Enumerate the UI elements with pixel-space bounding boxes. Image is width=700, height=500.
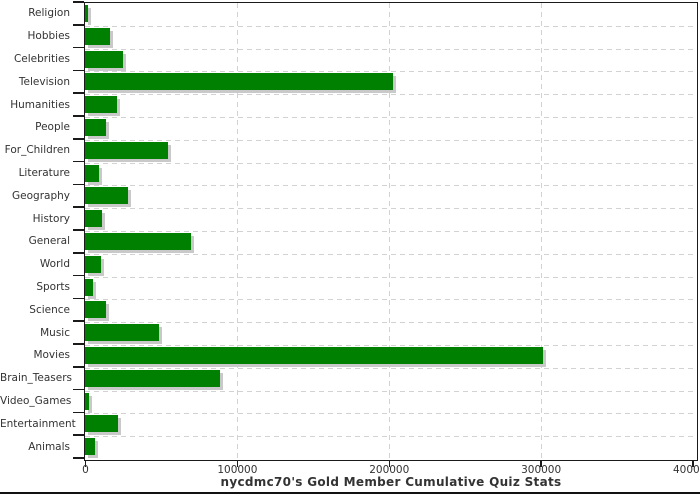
- y-axis-label: Television: [18, 75, 70, 88]
- bar-sports: [85, 278, 94, 296]
- y-axis-tick: [73, 457, 84, 459]
- x-axis-tick-label: 0: [82, 464, 89, 476]
- y-axis-tick: [73, 138, 84, 140]
- y-axis-tick: [73, 92, 84, 94]
- y-axis-tick: [73, 69, 84, 72]
- y-axis-tick: [73, 434, 84, 436]
- y-axis-label: Humanities: [10, 98, 70, 111]
- y-axis-tick: [73, 252, 84, 254]
- y-axis-label: Animals: [28, 440, 70, 453]
- bar-animals: [85, 438, 96, 456]
- bar-celebrities: [85, 50, 123, 68]
- x-axis-tick: [236, 461, 239, 467]
- y-axis-label: History: [32, 212, 70, 225]
- horizontal-gridline: [85, 367, 697, 369]
- bar-video_games: [85, 392, 89, 410]
- horizontal-gridline: [85, 436, 697, 438]
- y-axis-tick: [73, 206, 84, 208]
- y-axis-tick: [73, 24, 84, 26]
- y-axis-tick: [73, 411, 84, 414]
- plot-area: [84, 2, 698, 461]
- y-axis-label: Brain_Teasers: [0, 372, 73, 385]
- y-axis-label: Religion: [28, 7, 70, 20]
- y-axis-label: World: [39, 258, 70, 271]
- bar-geography: [85, 187, 128, 205]
- y-axis-label: For_Children: [4, 144, 70, 157]
- horizontal-gridline: [85, 162, 697, 164]
- bar-music: [85, 324, 159, 342]
- bar-science: [85, 301, 106, 319]
- y-axis-label: Movies: [33, 349, 70, 362]
- horizontal-gridline: [85, 253, 697, 255]
- y-axis-tick: [73, 320, 84, 322]
- horizontal-gridline: [85, 185, 697, 187]
- bar-literature: [85, 164, 99, 182]
- bottom-divider: [0, 492, 700, 494]
- horizontal-gridline: [85, 48, 697, 50]
- y-axis-label: Literature: [18, 167, 70, 179]
- bar-television: [85, 73, 393, 91]
- bar-for_children: [85, 141, 168, 159]
- x-axis-tick: [84, 461, 87, 467]
- bar-brain_teasers: [85, 369, 221, 387]
- bar-movies: [85, 346, 543, 364]
- x-axis-tick: [692, 461, 694, 467]
- bar-humanities: [85, 96, 117, 114]
- horizontal-gridline: [85, 25, 697, 27]
- horizontal-gridline: [85, 71, 697, 73]
- y-axis-label: Science: [29, 303, 70, 316]
- horizontal-gridline: [85, 139, 697, 141]
- horizontal-gridline: [85, 117, 697, 118]
- y-axis-label: General: [28, 235, 70, 248]
- x-axis-tick-label: 400000: [672, 464, 700, 476]
- y-axis-tick: [73, 46, 84, 49]
- horizontal-gridline: [85, 345, 697, 346]
- y-axis-label: Geography: [12, 189, 70, 202]
- horizontal-gridline: [85, 94, 697, 96]
- y-axis-label: Music: [40, 326, 70, 339]
- chart-title: nycdmc70's Gold Member Cumulative Quiz S…: [220, 475, 562, 489]
- bar-world: [85, 255, 102, 273]
- y-axis-tick: [73, 229, 84, 231]
- y-axis-label: Celebrities: [13, 53, 70, 65]
- bar-history: [85, 210, 102, 228]
- y-axis-tick: [73, 160, 84, 163]
- horizontal-gridline: [85, 276, 697, 278]
- y-axis-tick: [73, 1, 84, 3]
- x-axis-tick: [540, 461, 542, 467]
- y-axis-tick: [73, 115, 84, 117]
- horizontal-gridline: [85, 208, 697, 210]
- y-axis-tick: [73, 274, 84, 277]
- x-axis-tick-label: 200000: [369, 464, 410, 476]
- y-axis-label: People: [35, 121, 70, 134]
- y-axis-label: Sports: [36, 281, 70, 293]
- horizontal-gridline: [85, 231, 697, 232]
- horizontal-gridline: [85, 413, 697, 415]
- bar-people: [85, 118, 106, 136]
- y-axis-label: Entertainment: [0, 417, 76, 430]
- horizontal-gridline: [85, 322, 697, 324]
- y-axis-tick: [73, 388, 84, 391]
- y-axis-label: Hobbies: [27, 30, 71, 43]
- x-axis-tick-label: 100000: [217, 464, 258, 476]
- horizontal-gridline: [85, 390, 697, 392]
- bar-general: [85, 232, 192, 250]
- y-axis-tick: [73, 183, 84, 186]
- x-axis-tick-label: 300000: [521, 464, 562, 476]
- bar-religion: [85, 4, 88, 22]
- y-axis-label: Video_Games: [0, 395, 72, 407]
- y-axis-tick: [73, 366, 84, 368]
- y-axis-tick: [73, 297, 84, 300]
- horizontal-gridline: [85, 299, 697, 301]
- bar-entertainment: [85, 415, 118, 433]
- x-axis-tick: [388, 461, 390, 467]
- y-axis-tick: [73, 343, 84, 345]
- bar-hobbies: [85, 27, 111, 45]
